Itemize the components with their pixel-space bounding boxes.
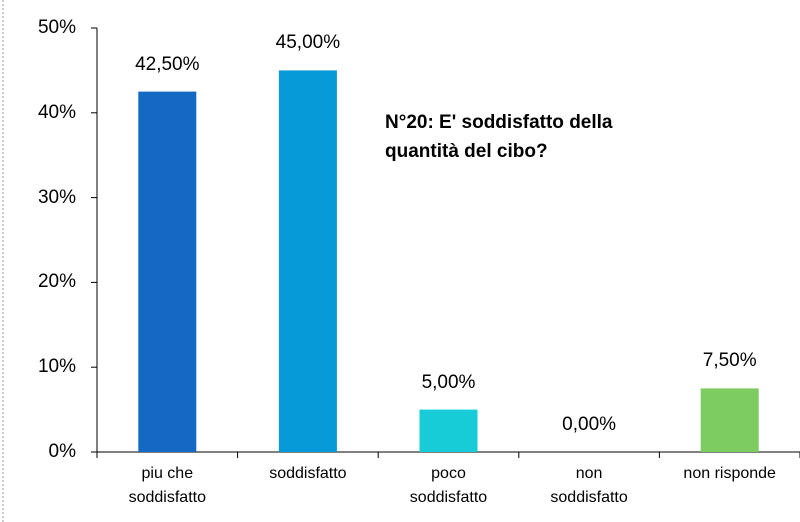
bar: [419, 409, 478, 452]
x-tick-label: poco soddisfatto: [409, 465, 488, 506]
x-tick-label: non soddisfatto: [550, 465, 628, 506]
value-label: 5,00%: [421, 371, 476, 393]
value-label: 7,50%: [702, 350, 757, 372]
y-tick-label: 20%: [37, 271, 76, 293]
y-tick-label: 10%: [37, 356, 76, 378]
value-label: 45,00%: [275, 32, 341, 54]
y-tick-label: 0%: [48, 441, 76, 462]
value-label: 42,50%: [135, 53, 200, 75]
y-tick-label: 30%: [37, 186, 76, 208]
bar: [700, 388, 759, 452]
x-tick-label: soddisfatto: [269, 465, 347, 482]
x-tick-label: piu che soddisfatto: [128, 465, 206, 506]
value-label: 0,00%: [562, 414, 617, 435]
y-tick-label: 50%: [37, 17, 76, 38]
y-tick-label: 40%: [37, 101, 76, 123]
x-tick-label: non risponde: [683, 465, 776, 482]
chart-title: N°20: E' soddisfatto della quantità del …: [385, 112, 613, 162]
bar: [138, 91, 197, 452]
bar: [278, 70, 337, 453]
